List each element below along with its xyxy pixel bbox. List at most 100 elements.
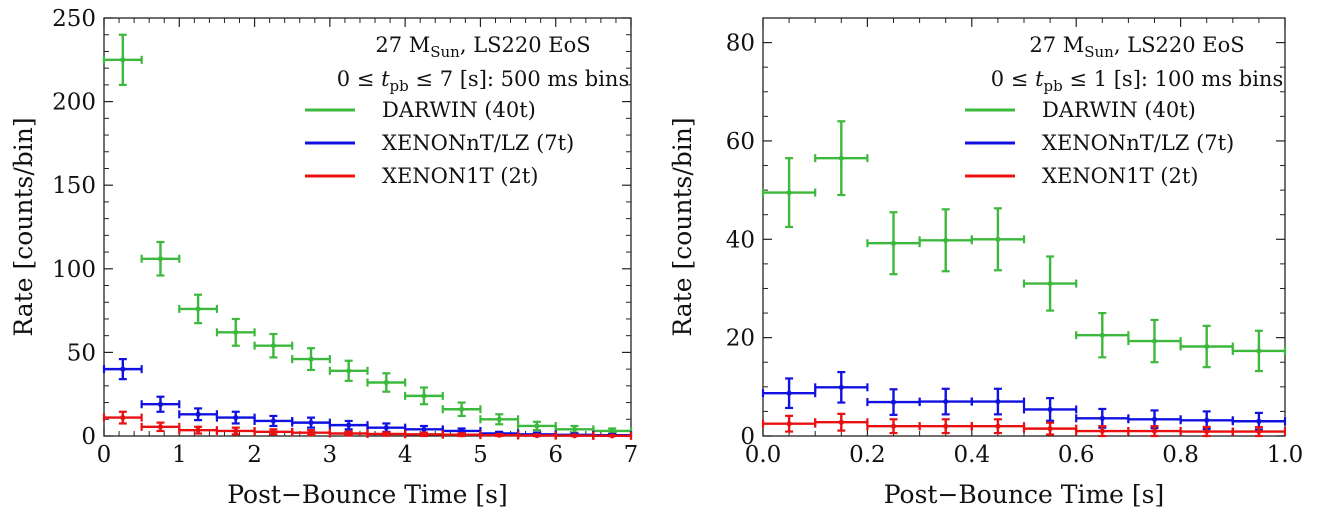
data-point — [404, 386, 444, 406]
data-point — [1075, 425, 1130, 438]
data-point — [761, 414, 817, 433]
data-point — [140, 240, 181, 277]
data-point — [970, 207, 1026, 272]
data-point — [215, 410, 256, 425]
series-1 — [761, 120, 1287, 373]
data-point — [291, 416, 331, 429]
data-point — [215, 426, 256, 436]
data-point — [1231, 426, 1287, 438]
series-2 — [761, 370, 1287, 431]
data-point — [441, 401, 482, 418]
annotation-model: 27 MSun, LS220 EoS — [375, 33, 590, 61]
y-tick-label: 100 — [52, 257, 96, 283]
data-point — [366, 372, 407, 393]
y-tick-label: 200 — [52, 90, 96, 116]
legend-label: DARWIN (40t) — [1042, 98, 1196, 122]
series-3 — [102, 410, 633, 440]
data-point — [140, 421, 181, 433]
legend-label: XENONnT/LZ (7t) — [382, 131, 574, 155]
data-point — [102, 33, 143, 86]
chart-panel-1: 0 1 2 3 4 5 6 7 0 50 100 150 200 250 Post−Bounce Time … — [9, 6, 638, 509]
data-point — [814, 370, 869, 404]
data-point — [554, 431, 595, 440]
x-tick-label: 2 — [247, 442, 262, 468]
data-point — [1075, 311, 1130, 359]
data-point — [1179, 425, 1234, 438]
data-point — [404, 430, 444, 439]
x-tick-label: 0 — [97, 442, 112, 468]
data-point — [761, 377, 817, 410]
chart-panel-2: 0.0 0.2 0.4 0.6 0.8 1.0 0 20 40 60 80 Post−Bounce T… — [668, 17, 1303, 509]
data-point — [866, 388, 921, 416]
series-1 — [102, 33, 633, 435]
legend: DARWIN (40t) XENONnT/LZ (7t) XENON1T (2t) — [965, 98, 1234, 188]
x-tick-label: 0.8 — [1162, 442, 1199, 468]
data-point — [814, 412, 869, 432]
data-point — [1075, 407, 1130, 429]
annotation-model: 27 MSun, LS220 EoS — [1029, 33, 1244, 61]
data-point — [866, 211, 921, 276]
data-point — [215, 317, 256, 347]
x-tick-label: 0.2 — [849, 442, 886, 468]
x-axis-label: Post−Bounce Time [s] — [884, 480, 1165, 509]
data-point — [102, 357, 143, 381]
data-point — [1179, 324, 1234, 369]
y-tick-label: 60 — [726, 129, 755, 155]
data-point — [140, 395, 181, 413]
data-point — [761, 157, 817, 229]
annotation-binning: 0 ≤ tpb ≤ 1 [s]: 100 ms bins — [991, 67, 1283, 95]
data-point — [814, 120, 869, 197]
data-point — [178, 407, 219, 422]
y-tick-label: 20 — [726, 326, 755, 352]
y-tick-label: 0 — [81, 424, 96, 450]
y-axis-label: Rate [counts/bin] — [668, 117, 697, 336]
data-point — [1231, 329, 1287, 373]
y-tick-label: 150 — [52, 173, 96, 199]
data-point — [479, 413, 520, 426]
legend-label: XENON1T (2t) — [1042, 164, 1198, 188]
x-tick-label: 1 — [172, 442, 187, 468]
data-point — [1022, 255, 1078, 312]
data-point — [1022, 421, 1078, 436]
y-tick-label: 50 — [67, 340, 96, 366]
series-3 — [761, 412, 1287, 438]
annotation-binning: 0 ≤ tpb ≤ 7 [s]: 500 ms bins — [337, 67, 629, 95]
data-point — [516, 420, 557, 432]
x-tick-label: 6 — [548, 442, 563, 468]
data-point — [554, 424, 595, 434]
x-tick-label: 4 — [398, 442, 413, 468]
x-tick-label: 7 — [624, 442, 639, 468]
data-point — [178, 293, 219, 325]
y-axis-label: Rate [counts/bin] — [9, 117, 38, 336]
data-point — [1179, 410, 1234, 431]
x-tick-label: 0.0 — [745, 442, 782, 468]
data-point — [291, 347, 331, 372]
data-point — [866, 418, 921, 435]
y-tick-label: 40 — [726, 227, 755, 253]
data-point — [102, 410, 143, 425]
x-tick-label: 0.4 — [954, 442, 991, 468]
legend-label: DARWIN (40t) — [382, 98, 536, 122]
legend: DARWIN (40t) XENONnT/LZ (7t) XENON1T (2t) — [305, 98, 574, 188]
data-point — [253, 414, 294, 428]
x-tick-label: 3 — [323, 442, 338, 468]
y-tick-label: 250 — [52, 6, 96, 32]
data-point — [253, 427, 294, 436]
data-point — [253, 332, 294, 359]
x-tick-label: 5 — [473, 442, 488, 468]
data-point — [970, 418, 1026, 435]
data-point — [1127, 425, 1182, 438]
data-point — [328, 359, 369, 382]
legend-label: XENON1T (2t) — [382, 164, 538, 188]
data-point — [328, 419, 369, 431]
data-point — [178, 425, 219, 435]
data-point — [592, 431, 633, 440]
data-point — [1022, 397, 1078, 422]
x-axis-label: Post−Bounce Time [s] — [227, 480, 508, 509]
data-point — [366, 422, 407, 433]
y-tick-label: 80 — [726, 31, 755, 57]
data-point — [970, 387, 1026, 416]
legend-label: XENONnT/LZ (7t) — [1042, 131, 1234, 155]
y-tick-label: 0 — [740, 424, 755, 450]
